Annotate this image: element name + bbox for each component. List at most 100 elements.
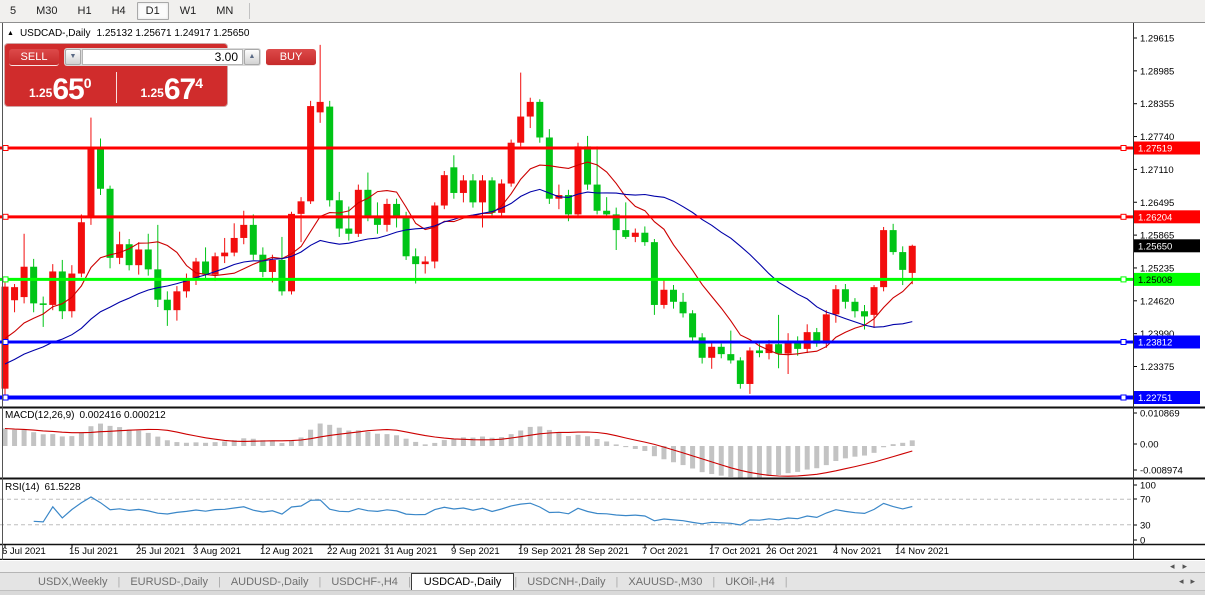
- hline-price-tag: [1134, 335, 1200, 349]
- candle: [173, 291, 181, 311]
- hline-handle[interactable]: [2, 338, 9, 345]
- candle: [297, 201, 305, 214]
- volume-up-button[interactable]: ▲: [244, 49, 260, 65]
- candle: [373, 215, 381, 225]
- svg-text:1.24620: 1.24620: [1140, 296, 1174, 307]
- horizontal-scrollbar[interactable]: ◂ ▸: [0, 561, 1205, 572]
- macd-bar: [862, 446, 867, 456]
- buy-button[interactable]: BUY: [266, 48, 316, 66]
- candle: [698, 337, 706, 358]
- timeframe-button-mn[interactable]: MN: [216, 5, 234, 17]
- svg-text:1.25650: 1.25650: [1138, 241, 1172, 252]
- hline-handle[interactable]: [2, 276, 9, 283]
- candle: [393, 203, 401, 216]
- one-click-trade-panel: SELL ▼ ▲ BUY 1.25 65 0 1.25 67 4: [5, 44, 316, 106]
- hline-handle[interactable]: [2, 145, 9, 151]
- svg-text:0.010869: 0.010869: [1140, 409, 1180, 420]
- svg-text:1.23990: 1.23990: [1140, 329, 1174, 340]
- timeframe-button-d1[interactable]: D1: [136, 2, 169, 20]
- ohlc-values: 1.25132 1.25671 1.24917 1.25650: [96, 28, 250, 39]
- macd-bar: [499, 437, 505, 446]
- rsi-pane: 100 70 30 0: [0, 481, 1156, 547]
- timeframe-button-h4[interactable]: H4: [111, 5, 126, 17]
- macd-bar: [728, 446, 734, 477]
- volume-down-button[interactable]: ▼: [65, 49, 81, 65]
- svg-text:1.25008: 1.25008: [1138, 275, 1172, 286]
- timeframe-button-5[interactable]: 5: [10, 5, 17, 17]
- timeframe-button-h1[interactable]: H1: [77, 5, 92, 17]
- chart-tab-ukoil-h4[interactable]: UKOil-,H4: [725, 575, 775, 588]
- candle: [622, 230, 630, 237]
- hline-handle[interactable]: [1120, 338, 1127, 345]
- status-strip: [0, 590, 1205, 595]
- candle: [545, 137, 553, 199]
- collapse-icon[interactable]: ▲: [7, 30, 14, 37]
- hline-handle[interactable]: [2, 213, 9, 220]
- quote-divider: [115, 72, 117, 103]
- chart-tab-usdcnh-daily[interactable]: USDCNH-,Daily: [527, 575, 606, 588]
- candle: [746, 350, 754, 384]
- macd-bar: [145, 432, 151, 446]
- candle: [106, 188, 114, 258]
- hline-handle[interactable]: [1120, 145, 1127, 151]
- bid-price[interactable]: 1.25 65 0: [5, 69, 116, 106]
- timeframe-button-m30[interactable]: M30: [36, 5, 58, 17]
- macd-bar: [222, 441, 228, 446]
- macd-bar: [289, 440, 294, 446]
- candle: [479, 180, 486, 203]
- macd-bar: [776, 446, 782, 475]
- tabs-scroll-right-icon[interactable]: ▸: [1190, 576, 1195, 586]
- volume-input[interactable]: [82, 49, 243, 65]
- timeframe-button-w1[interactable]: W1: [179, 5, 197, 17]
- macd-bar: [98, 423, 103, 446]
- chart-tab-audusd-daily[interactable]: AUDUSD-,Daily: [230, 575, 309, 588]
- chart-tab-usdx-weekly[interactable]: USDX,Weekly: [38, 575, 108, 588]
- candle: [708, 346, 716, 358]
- svg-text:7 Oct 2021: 7 Oct 2021: [642, 546, 688, 557]
- hline-handle[interactable]: [1120, 213, 1127, 220]
- hline-handle[interactable]: [2, 394, 9, 401]
- macd-bar: [250, 438, 256, 446]
- candle: [593, 184, 601, 211]
- macd-bar: [365, 431, 371, 446]
- candle: [268, 259, 276, 272]
- macd-bar: [480, 436, 485, 446]
- macd-bar: [231, 440, 237, 446]
- candle: [383, 203, 391, 225]
- candle: [97, 147, 104, 189]
- candle: [288, 213, 295, 292]
- svg-text:1.27110: 1.27110: [1140, 165, 1174, 176]
- svg-text:1.26495: 1.26495: [1140, 198, 1174, 209]
- chart-tab-usdcad-daily[interactable]: USDCAD-,Daily: [410, 573, 515, 590]
- chart-tab-xauusd-m30[interactable]: XAUUSD-,M30: [628, 575, 703, 588]
- candle: [39, 303, 47, 305]
- candle: [899, 252, 907, 270]
- hline-handle[interactable]: [1120, 394, 1127, 401]
- chart-tab-usdchf-h4[interactable]: USDCHF-,H4: [331, 575, 398, 588]
- macd-bar: [355, 430, 361, 446]
- candle: [249, 224, 257, 255]
- macd-bar: [50, 434, 56, 446]
- chart-tab-eurusd-daily[interactable]: EURUSD-,Daily: [130, 575, 208, 588]
- price-chart[interactable]: 1.29615 1.28985 1.28355 1.27740 1.27110 1.264…: [0, 23, 1205, 561]
- scroll-right-icon[interactable]: ▸: [1182, 561, 1187, 571]
- macd-bar: [489, 437, 495, 446]
- svg-text:1.26204: 1.26204: [1138, 212, 1172, 223]
- pane-separators: [0, 23, 1205, 561]
- sell-button[interactable]: SELL: [9, 48, 59, 66]
- macd-bar: [441, 440, 447, 446]
- candle: [450, 167, 458, 193]
- candle: [603, 210, 611, 215]
- scroll-left-icon[interactable]: ◂: [1169, 561, 1175, 571]
- macd-bar: [279, 443, 285, 446]
- candle: [125, 244, 133, 266]
- svg-text:31 Aug 2021: 31 Aug 2021: [384, 546, 437, 557]
- candle: [459, 180, 467, 193]
- svg-text:4 Nov 2021: 4 Nov 2021: [833, 546, 882, 557]
- hline-handle[interactable]: [1120, 276, 1127, 283]
- ask-price[interactable]: 1.25 67 4: [117, 69, 228, 106]
- candle: [116, 244, 124, 258]
- macd-bar: [432, 442, 438, 446]
- tabs-scroll-left-icon[interactable]: ◂: [1178, 576, 1184, 586]
